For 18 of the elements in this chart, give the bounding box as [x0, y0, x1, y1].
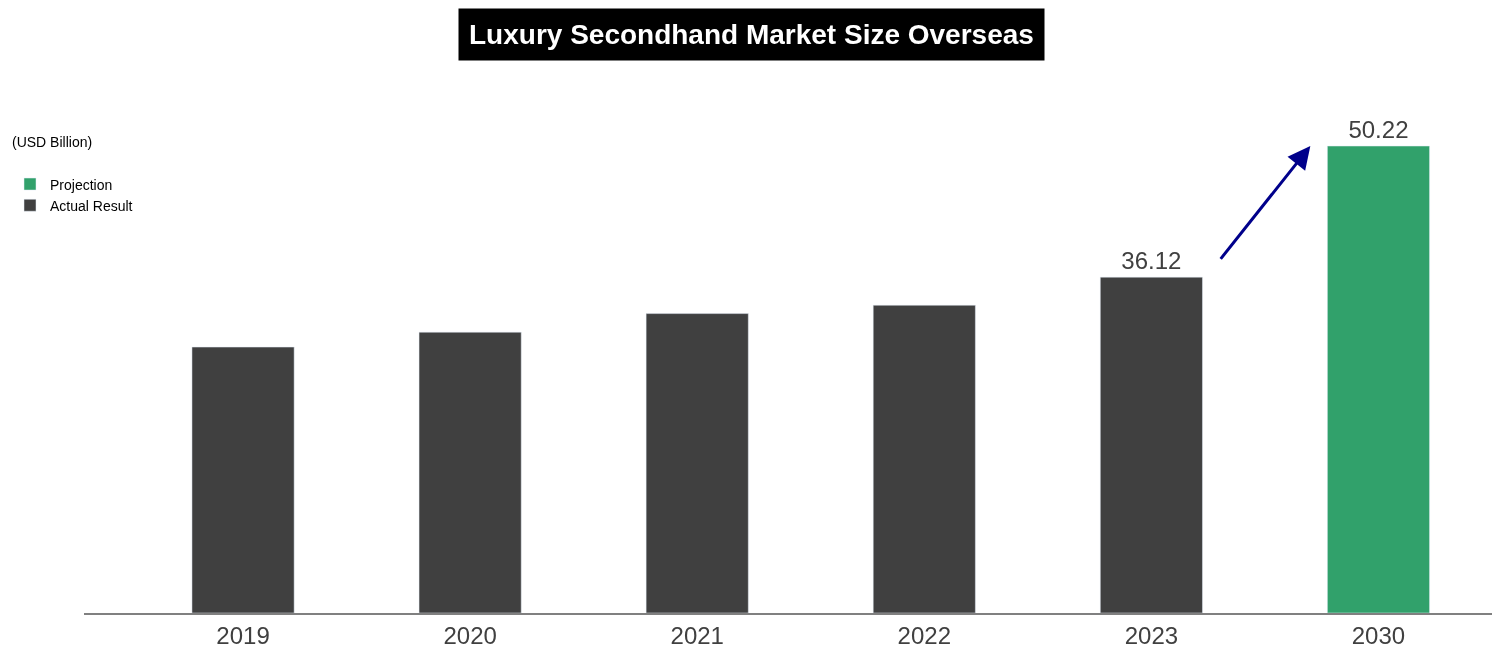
bar [872, 304, 976, 613]
bar [645, 313, 749, 613]
bar [1100, 276, 1203, 613]
legend-label: Actual Result [50, 197, 133, 214]
data-label: 36.12 [1121, 247, 1182, 275]
x-tick-label: 2021 [670, 621, 724, 649]
bar [418, 331, 522, 613]
chart-title: Luxury Secondhand Market Size Overseas [469, 19, 1034, 50]
x-tick-label: 2020 [443, 621, 497, 649]
x-tick-label: 2019 [216, 621, 270, 649]
x-tick-label: 2022 [897, 621, 951, 649]
x-tick-label: 2023 [1124, 621, 1179, 649]
bar [1327, 145, 1430, 613]
y-axis-title: (USD Billion) [12, 134, 93, 150]
x-tick-label: 2030 [1351, 621, 1406, 649]
legend-label: Projection [50, 176, 113, 193]
data-label: 50.22 [1348, 116, 1409, 144]
bar [191, 346, 295, 613]
